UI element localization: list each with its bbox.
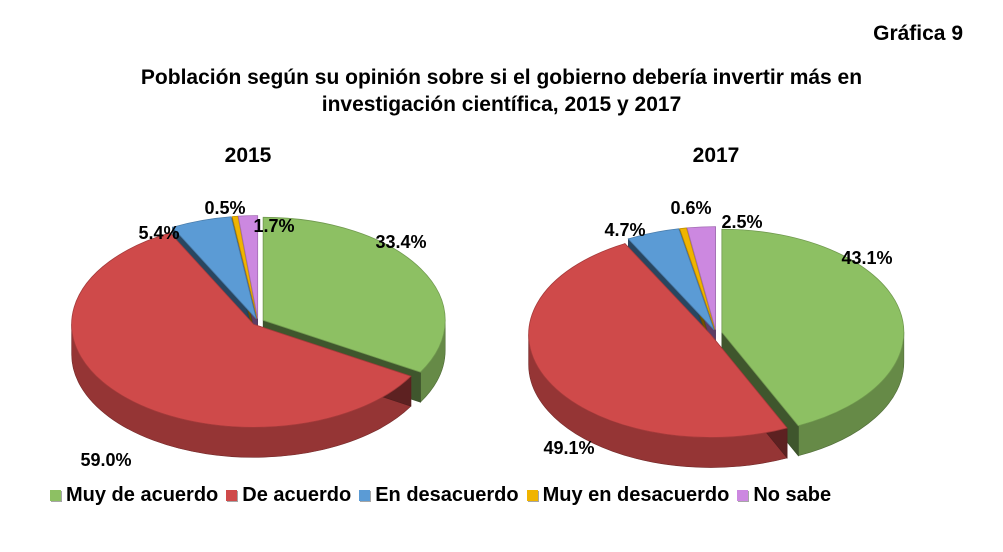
pie-chart-2015: 2015 33.4% 59.0% 5.4% 0.5% 1.7% [71,144,446,470]
data-label-muy-en-desacuerdo: 0.5% [204,198,245,218]
slice-muy-de-acuerdo [721,228,905,427]
legend-label: En desacuerdo [375,484,519,506]
legend-label: De acuerdo [242,484,352,506]
slice-muy-de-acuerdo [262,216,446,373]
figure-number: Gráfica 9 [873,22,963,45]
chart-title: Población según su opinión sobre si el g… [0,64,1003,118]
slice-muy-en-desacuerdo [231,215,258,319]
data-label-en-desacuerdo: 5.4% [138,223,179,243]
slice-de-acuerdo [528,243,788,438]
slice-de-acuerdo [71,232,412,428]
legend-swatch [226,490,238,501]
pie-title: 2017 [693,144,740,167]
legend-item-en-desacuerdo: En desacuerdo [359,484,519,507]
pie-chart-2017: 2017 43.1% 49.1% 4.7% 0.6% 2.5% [528,144,905,468]
chart-title-line-1: Población según su opinión sobre si el g… [140,66,863,89]
legend-swatch [50,490,61,501]
legend-item-muy-en-desacuerdo: Muy en desacuerdo [526,484,730,507]
data-label-en-desacuerdo: 4.7% [604,220,645,240]
legend-label: No sabe [753,484,832,506]
slice-en-desacuerdo [171,216,257,320]
slice-muy-en-desacuerdo [679,227,716,330]
data-label-de-acuerdo: 59.0% [80,450,131,470]
data-label-no-sabe: 2.5% [721,212,762,232]
legend-swatch [526,490,538,501]
data-label-muy-en-desacuerdo: 0.6% [670,198,711,218]
legend-swatch [359,490,371,501]
data-label-no-sabe: 1.7% [253,216,294,236]
slice-no-sabe [237,215,259,319]
pie-title: 2015 [225,144,272,167]
data-label-de-acuerdo: 49.1% [543,438,594,458]
legend: Muy de acuerdo De acuerdo En desacuerdo … [50,484,839,507]
legend-swatch [737,490,749,501]
data-label-muy-de-acuerdo: 43.1% [841,248,892,268]
legend-label: Muy de acuerdo [66,484,219,506]
data-label-muy-de-acuerdo: 33.4% [375,232,426,252]
slice-en-desacuerdo [627,228,715,331]
chart-title-line-2: investigación científica, 2015 y 2017 [321,93,682,116]
legend-item-no-sabe: No sabe [737,484,831,507]
legend-label: Muy en desacuerdo [542,484,730,506]
slice-no-sabe [686,226,716,330]
legend-item-muy-de-acuerdo: Muy de acuerdo [50,484,218,507]
legend-item-de-acuerdo: De acuerdo [226,484,351,507]
